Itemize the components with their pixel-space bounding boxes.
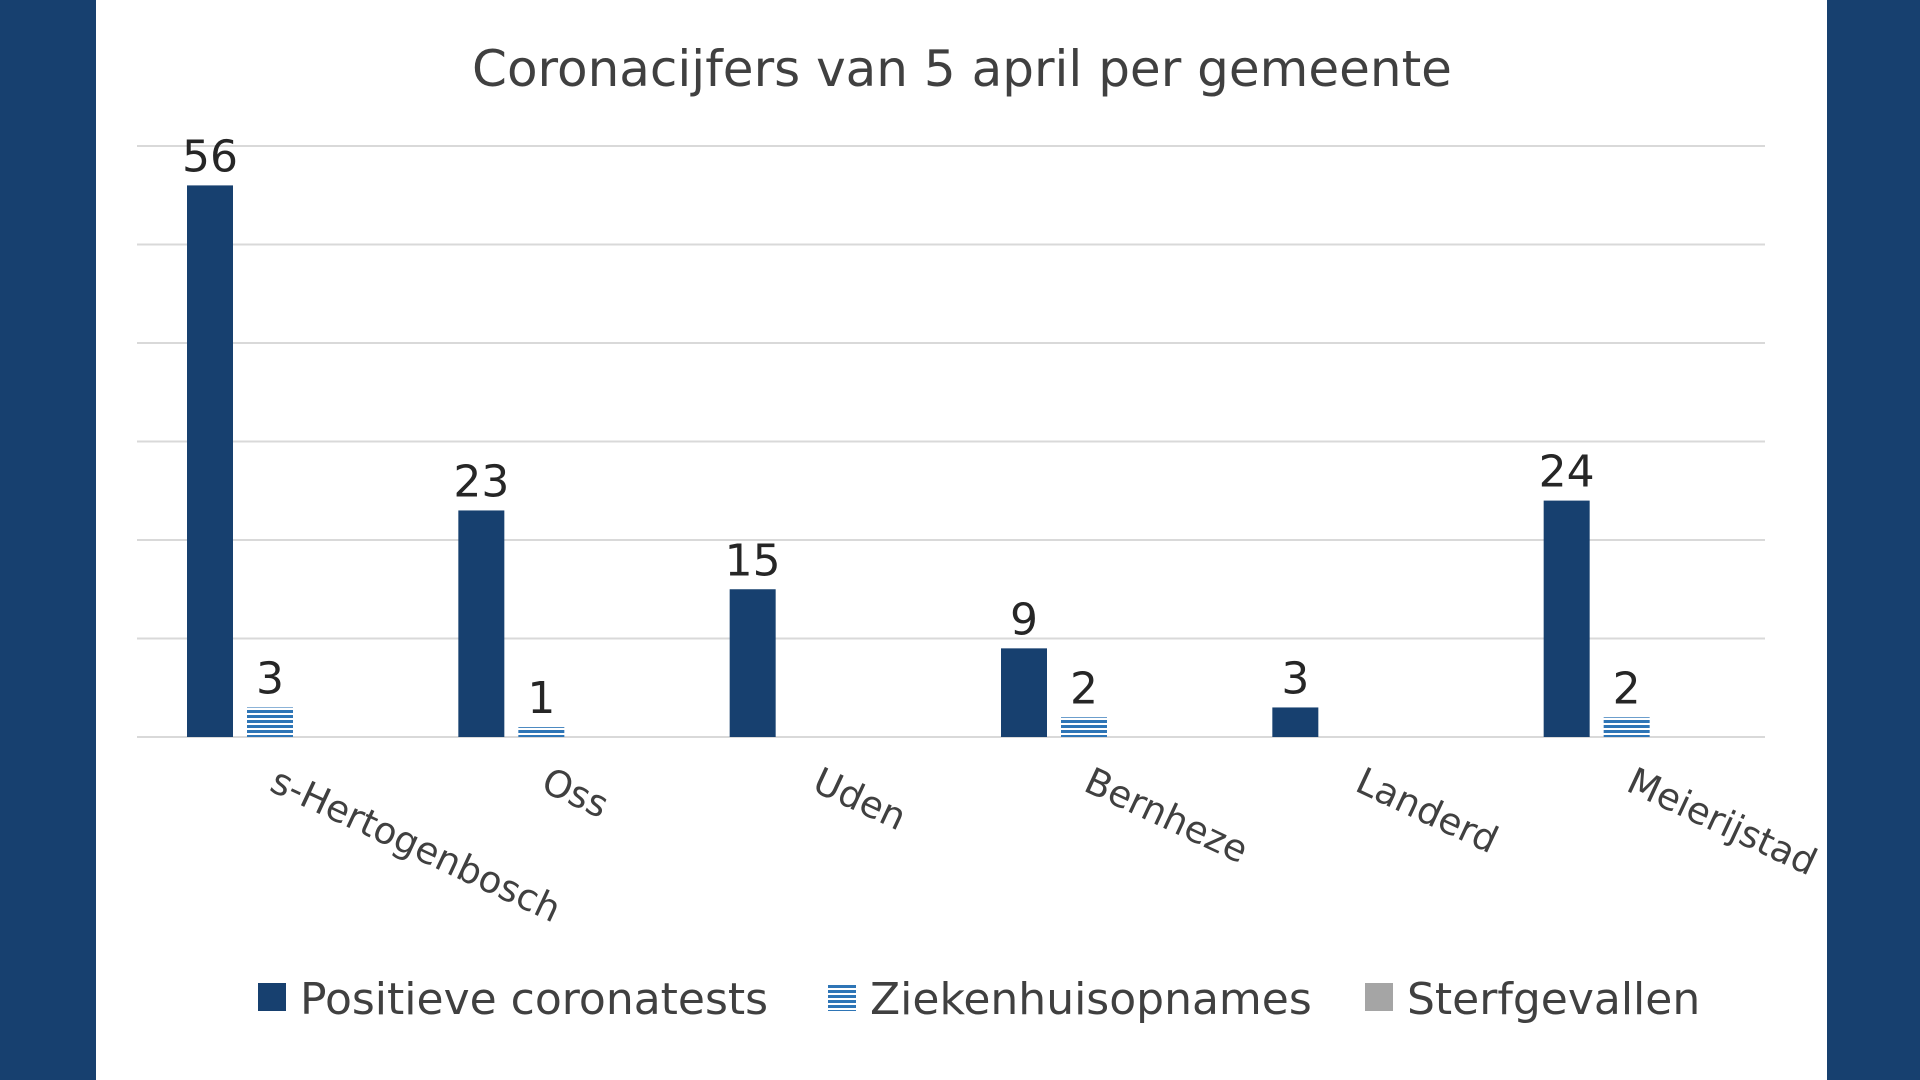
data-label-hospitalizations-oss: 1 [527,673,555,724]
data-label-hospitalizations-meierijstad: 2 [1613,663,1641,714]
x-tick-label-s-hertogenbosch: s-Hertogenbosch [264,759,567,931]
data-label-positive-tests-landerd: 3 [1281,653,1309,704]
bar-hospitalizations-meierijstad [1603,717,1650,737]
data-label-positive-tests-uden: 15 [725,535,781,586]
bar-positive-tests-meierijstad [1543,500,1590,737]
bar-hospitalizations-s-hertogenbosch [247,707,293,737]
data-label-positive-tests-meierijstad: 24 [1539,447,1595,498]
legend-swatch-deaths [1365,983,1393,1011]
data-label-positive-tests-s-hertogenbosch: 56 [182,131,238,182]
legend-label-hospitalizations: Ziekenhuisopnames [870,974,1312,1025]
bar-hospitalizations-oss [518,727,565,737]
legend-swatch-positive-tests [258,983,286,1011]
x-tick-label-oss: Oss [536,759,616,827]
bar-positive-tests-landerd [1272,707,1319,737]
data-label-hospitalizations-s-hertogenbosch: 3 [256,653,284,704]
legend: Positieve coronatests Ziekenhuisopnames St… [258,974,1700,1025]
bar-positive-tests-uden [729,589,776,737]
x-tick-label-bernheze: Bernheze [1078,759,1254,872]
legend-swatch-hospitalizations [828,983,856,1011]
data-label-positive-tests-oss: 23 [453,456,509,507]
legend-label-deaths: Sterfgevallen [1407,974,1700,1025]
bar-hospitalizations-bernheze [1061,717,1107,737]
x-tick-label-meierijstad: Meierijstad [1621,759,1824,884]
gridlines [137,145,1765,738]
data-label-hospitalizations-bernheze: 2 [1070,663,1098,714]
bar-positive-tests-bernheze [1001,648,1047,737]
bars [187,185,1650,737]
bar-positive-tests-s-hertogenbosch [187,185,233,737]
legend-label-positive-tests: Positieve coronatests [300,974,768,1025]
x-tick-label-landerd: Landerd [1350,759,1505,862]
data-label-positive-tests-bernheze: 9 [1010,594,1038,645]
x-tick-label-uden: Uden [807,759,913,839]
bar-positive-tests-oss [458,510,505,737]
chart-title: Coronacijfers van 5 april per gemeente [472,40,1452,98]
